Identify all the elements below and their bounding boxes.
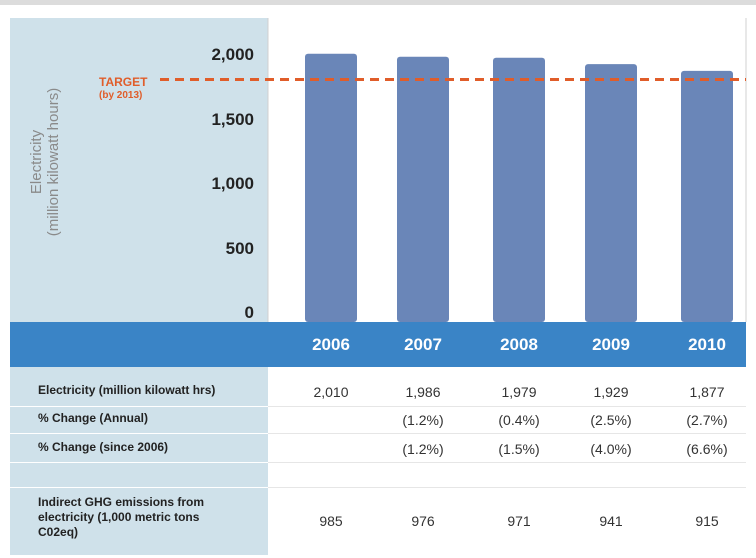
target-sublabel: (by 2013) xyxy=(99,90,143,101)
y-axis-label-text: Electricity (million kilowatt hours) xyxy=(28,88,62,236)
table-label-column xyxy=(10,367,268,555)
y-tick-label: 1,000 xyxy=(211,174,254,193)
table-divider-left xyxy=(10,433,268,434)
bar-2006 xyxy=(305,53,357,323)
year-label-2010: 2010 xyxy=(688,335,726,354)
target-label-text: TARGET xyxy=(99,75,148,89)
table-cell: (1.5%) xyxy=(498,441,540,457)
table-cell: 1,979 xyxy=(501,384,537,400)
y-tick-label: 2,000 xyxy=(211,45,254,64)
table-row-label: % Change (since 2006) xyxy=(38,440,169,454)
bar-2009 xyxy=(585,64,637,322)
table-cell: 1,986 xyxy=(405,384,441,400)
table-cell: 941 xyxy=(599,513,623,529)
table-cell: 971 xyxy=(507,513,531,529)
y-axis-panel xyxy=(10,18,268,322)
table-divider-left xyxy=(10,487,268,488)
table-cell: (4.0%) xyxy=(590,441,632,457)
y-tick-label: 500 xyxy=(225,238,254,258)
year-label-2009: 2009 xyxy=(592,335,630,354)
table-row-label: Electricity (million kilowatt hrs) xyxy=(38,383,216,397)
table-cell: (6.6%) xyxy=(686,441,728,457)
table-row-label: % Change (Annual) xyxy=(38,411,148,425)
table-divider-left xyxy=(10,462,268,463)
table-divider xyxy=(268,433,746,434)
y-tick-label: 0 xyxy=(244,303,254,322)
bar-2010 xyxy=(681,70,733,322)
table-divider xyxy=(268,487,746,488)
y-axis-label-line: Electricity xyxy=(28,129,45,195)
table-cell: 2,010 xyxy=(313,384,349,400)
table-cell: 1,877 xyxy=(689,384,725,400)
table-cell: (0.4%) xyxy=(498,412,540,428)
top-strip xyxy=(0,0,756,5)
year-label-2007: 2007 xyxy=(404,335,442,354)
table-cell: 985 xyxy=(319,513,343,529)
bar-2008 xyxy=(493,57,545,323)
table-row-label: Indirect GHG emissions from electricity … xyxy=(38,495,205,539)
table-cell: (1.2%) xyxy=(402,412,444,428)
bar-2007 xyxy=(397,56,449,322)
table-divider xyxy=(268,406,746,407)
table-cell: (2.5%) xyxy=(590,412,632,428)
year-label-2008: 2008 xyxy=(500,335,538,354)
table-cell: 915 xyxy=(695,513,719,529)
table-divider-left xyxy=(10,406,268,407)
table-divider xyxy=(268,462,746,463)
y-axis-label-line: (million kilowatt hours) xyxy=(45,87,62,237)
table-cell: 976 xyxy=(411,513,435,529)
table-cell: (2.7%) xyxy=(686,412,728,428)
year-label-2006: 2006 xyxy=(312,335,350,354)
y-tick-label: 1,500 xyxy=(211,109,254,129)
table-cell: 1,929 xyxy=(593,384,629,400)
table-cell: (1.2%) xyxy=(402,441,444,457)
year-header-band xyxy=(10,322,746,367)
target-label: TARGET (by 2013) xyxy=(99,75,147,103)
